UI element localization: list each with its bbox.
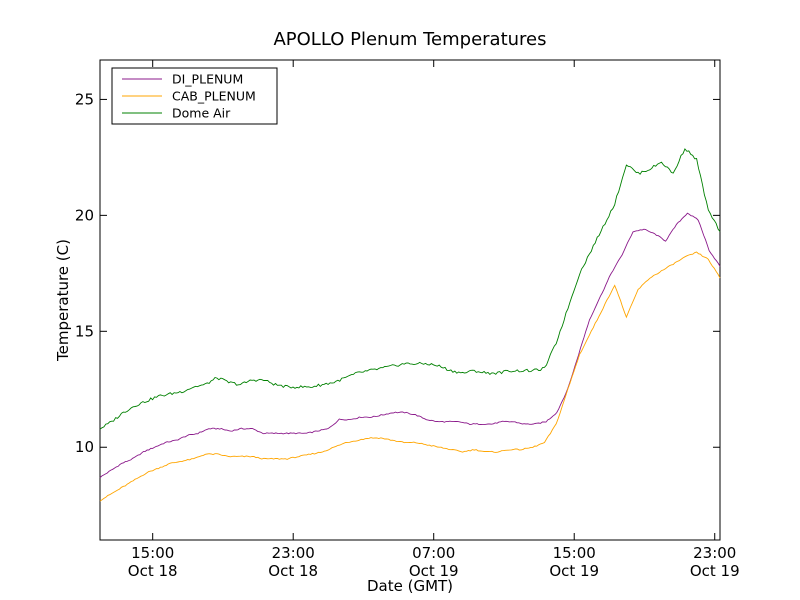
x-tick-label-time: 23:00 xyxy=(693,544,736,562)
y-tick-label: 20 xyxy=(75,206,94,224)
x-tick-label-date: Oct 19 xyxy=(409,562,459,580)
legend-label: DI_PLENUM xyxy=(172,72,243,87)
series-line-dome-air xyxy=(99,148,721,430)
y-tick-label: 10 xyxy=(75,438,94,456)
chart-title: APOLLO Plenum Temperatures xyxy=(273,29,546,50)
legend-label: CAB_PLENUM xyxy=(172,89,256,104)
x-tick-label-date: Oct 19 xyxy=(690,562,740,580)
y-tick-label: 25 xyxy=(75,90,94,108)
series-layer xyxy=(99,148,721,502)
series-line-cab-plenum xyxy=(99,251,721,502)
x-tick-label-date: Oct 19 xyxy=(549,562,599,580)
plot-area xyxy=(99,59,721,541)
y-tick-label: 15 xyxy=(75,322,94,340)
series-line-di-plenum xyxy=(99,212,721,479)
x-axis-label: Date (GMT) xyxy=(367,577,453,595)
y-axis-label: Temperature (C) xyxy=(54,239,72,362)
x-tick-label-time: 23:00 xyxy=(272,544,315,562)
x-tick-label-date: Oct 18 xyxy=(268,562,318,580)
x-tick-label-time: 07:00 xyxy=(412,544,455,562)
legend-label: Dome Air xyxy=(172,106,231,121)
x-tick-label-time: 15:00 xyxy=(553,544,596,562)
legend: DI_PLENUM CAB_PLENUM Dome Air xyxy=(111,67,278,125)
x-tick-label-time: 15:00 xyxy=(131,544,174,562)
x-tick-label-date: Oct 18 xyxy=(128,562,178,580)
